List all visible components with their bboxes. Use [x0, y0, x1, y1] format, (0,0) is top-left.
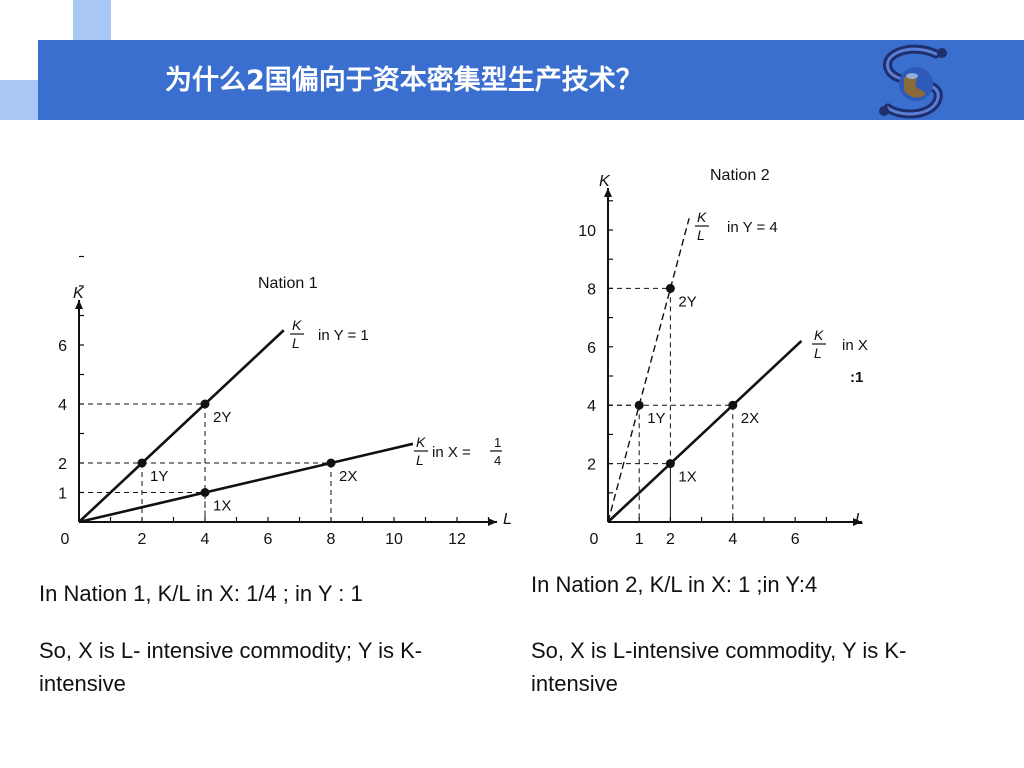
nation1-x-fraction-top: K: [416, 434, 426, 450]
nation2-y-tick-label: 6: [587, 340, 596, 357]
nation2-point: [728, 400, 738, 410]
nation1-point-label: 2X: [339, 468, 357, 485]
nation2-point-label: 1X: [678, 469, 696, 486]
nation1-y-tick-label: 4: [58, 397, 67, 414]
nation2-x-fraction-top: K: [814, 327, 824, 343]
deco-square-left: [0, 80, 38, 120]
nation1-x-tick-label: 4: [201, 531, 210, 548]
nation1-point: [200, 399, 210, 409]
nation2-y-fraction-top: K: [697, 209, 707, 225]
nation2-point: [634, 400, 644, 410]
nation1-x-tick-label: 10: [385, 531, 403, 548]
nation2-axes: [604, 188, 862, 526]
nation1-x-tick-label: 0: [61, 531, 70, 548]
nation2-x-tick-label: 4: [728, 531, 737, 548]
nation2-point-label: 2X: [741, 410, 759, 427]
nation1-title: Nation 1: [258, 275, 318, 292]
nation2-y-arrow: [604, 188, 612, 197]
nation2-series-line: [607, 340, 803, 523]
nation1-x-tick-label: 6: [264, 531, 273, 548]
nation1-series: [78, 329, 414, 524]
nation2-guides: [608, 287, 734, 522]
nation1-y-tick-label: 1: [58, 486, 67, 503]
nation2-y-tick-label: 10: [578, 223, 596, 240]
nation2-x-arrow: [853, 518, 862, 526]
nation1-x-fraction-bottom: L: [416, 452, 424, 468]
nation1-x-ratio-den: 4: [494, 453, 501, 468]
nation1-conclusion-text: So, X is L- intensive commodity; Y is K-…: [39, 638, 423, 696]
nation2-y-tick-label: 4: [587, 398, 596, 415]
nation2-series-line: [607, 218, 690, 523]
nation2-conclusion-text: So, X is L-intensive commodity, Y is K-i…: [531, 638, 907, 696]
nation2-x-tick-label: 1: [635, 531, 644, 548]
nation2-x-ratio-label: :1: [850, 369, 863, 386]
nation1-y-axis-label: K: [73, 285, 85, 302]
slide-title: 为什么2国偏向于资本密集型生产技术？: [165, 65, 643, 96]
s-globe-logo-icon: [879, 44, 947, 119]
nation2-y-fraction-bottom: L: [697, 227, 705, 243]
nation2-series: [607, 218, 803, 523]
nation1-x-tick-label: 8: [327, 531, 336, 548]
nation1-point-label: 1X: [213, 498, 231, 515]
nation2-ratio-text: In Nation 2, K/L in X: 1 ;in Y:4: [531, 572, 818, 597]
nation1-point: [200, 488, 210, 497]
nation1-y-arrow: [75, 300, 83, 309]
nation1-x-arrow: [488, 518, 497, 526]
nation1-y-fraction-top: K: [292, 317, 302, 333]
nation1-y-tick-label: 6: [58, 338, 67, 355]
nation1-ratio-text: In Nation 1, K/L in X: 1/4 ; in Y : 1: [39, 581, 363, 606]
nation2-y-tick-label: 8: [587, 281, 596, 298]
nation1-point: [137, 458, 147, 468]
nation2-y-tick-label: 2: [587, 457, 596, 474]
nation1-x-axis-label: L: [503, 511, 512, 528]
nation1-y-tick-label: 2: [58, 456, 67, 473]
nation2-y-axis-label: K: [599, 173, 611, 190]
nation2-x-tick-label: 6: [791, 531, 800, 548]
nation1-x-line-label: in X =: [432, 444, 471, 461]
nation2-point-label: 2Y: [678, 293, 696, 310]
nation1-x-tick-label: 12: [448, 531, 466, 548]
nation2-x-line-label: in X: [842, 337, 868, 354]
nation2-x-tick-label: 2: [666, 531, 675, 548]
nation1-series-line: [78, 329, 285, 523]
nation1-x-ratio-num: 1: [494, 435, 501, 450]
nation2-point: [665, 459, 675, 469]
nation1-point-label: 2Y: [213, 409, 231, 426]
nation1-x-tick-label: 2: [138, 531, 147, 548]
nation1-point: [326, 458, 336, 468]
nation2-point: [665, 283, 675, 293]
nation2-title: Nation 2: [710, 167, 770, 184]
nation1-series-line: [78, 442, 414, 524]
title-bar: [38, 40, 1024, 120]
nation2-point-label: 1Y: [647, 410, 665, 427]
deco-square-top: [73, 0, 111, 40]
nation1-guides: [79, 403, 332, 522]
nation2-y-line-label: in Y = 4: [727, 219, 778, 236]
nation2-x-tick-label: 0: [590, 531, 599, 548]
nation1-y-fraction-bottom: L: [292, 335, 300, 351]
nation1-y-line-label: in Y = 1: [318, 327, 369, 344]
nation1-point-label: 1Y: [150, 468, 168, 485]
nation2-x-axis-label: L: [855, 511, 864, 528]
nation2-x-fraction-bottom: L: [814, 345, 822, 361]
